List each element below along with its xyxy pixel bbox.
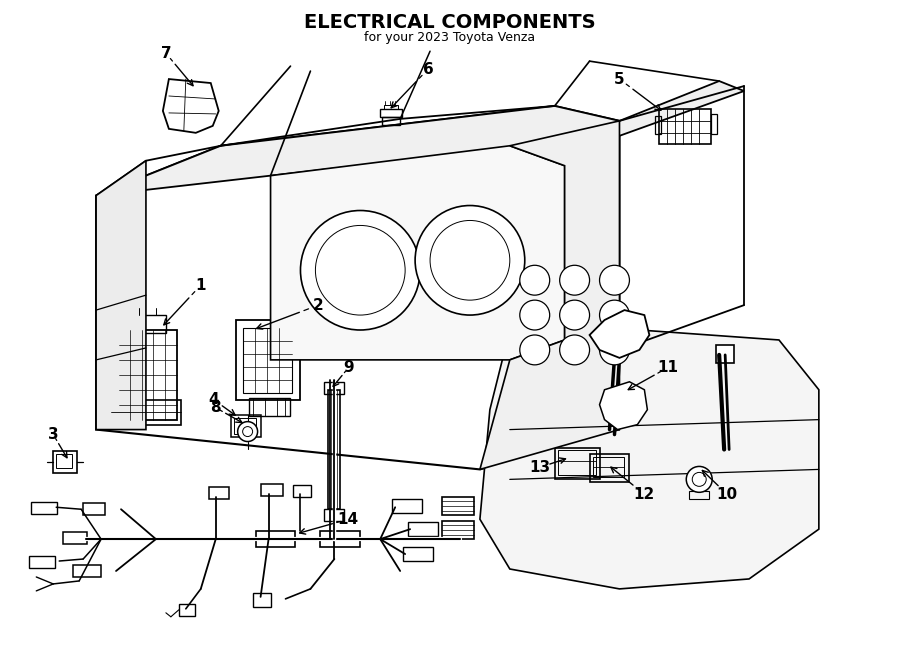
Polygon shape: [480, 121, 619, 469]
Circle shape: [560, 265, 590, 295]
Text: 1: 1: [195, 278, 206, 293]
Polygon shape: [96, 106, 619, 469]
Bar: [382, 117, 400, 125]
Text: 10: 10: [716, 486, 738, 502]
Text: 4: 4: [209, 392, 219, 407]
Bar: [30, 556, 55, 568]
Bar: [32, 502, 58, 514]
Bar: [63, 532, 87, 544]
Bar: [442, 497, 474, 515]
Bar: [179, 604, 194, 616]
Bar: [293, 485, 311, 497]
Circle shape: [560, 300, 590, 330]
Circle shape: [520, 335, 550, 365]
Circle shape: [687, 467, 712, 492]
Circle shape: [238, 422, 257, 442]
Bar: [209, 487, 229, 499]
Bar: [442, 521, 474, 539]
Bar: [324, 509, 345, 521]
Bar: [253, 593, 271, 607]
Polygon shape: [590, 310, 650, 358]
Bar: [111, 400, 181, 424]
Text: 3: 3: [48, 427, 58, 442]
Polygon shape: [96, 161, 146, 430]
Bar: [558, 451, 596, 475]
Text: 7: 7: [160, 46, 171, 61]
Text: 2: 2: [313, 297, 324, 313]
Circle shape: [599, 300, 629, 330]
Text: 13: 13: [529, 460, 550, 475]
Circle shape: [560, 335, 590, 365]
Polygon shape: [163, 79, 219, 133]
Text: 12: 12: [634, 486, 655, 502]
Bar: [716, 345, 734, 363]
Bar: [73, 565, 101, 577]
Text: for your 2023 Toyota Venza: for your 2023 Toyota Venza: [364, 31, 536, 44]
Bar: [384, 105, 398, 109]
Bar: [324, 382, 345, 394]
Polygon shape: [96, 81, 744, 196]
Circle shape: [599, 335, 629, 365]
Circle shape: [415, 206, 525, 315]
Bar: [554, 447, 599, 479]
Bar: [689, 491, 709, 499]
Polygon shape: [599, 382, 647, 430]
Bar: [131, 315, 166, 333]
Polygon shape: [271, 146, 564, 360]
Text: 6: 6: [423, 61, 434, 77]
Bar: [243, 328, 292, 393]
Text: 11: 11: [657, 360, 678, 375]
Bar: [655, 116, 661, 134]
Bar: [328, 390, 340, 509]
Polygon shape: [480, 320, 819, 589]
Circle shape: [599, 265, 629, 295]
Bar: [53, 451, 77, 473]
Bar: [711, 114, 717, 134]
Bar: [320, 531, 360, 547]
Bar: [236, 320, 301, 400]
Text: 5: 5: [614, 71, 625, 87]
Circle shape: [520, 265, 550, 295]
Bar: [331, 390, 338, 509]
Bar: [234, 418, 256, 434]
Bar: [380, 109, 402, 117]
Text: 14: 14: [338, 512, 359, 527]
Bar: [520, 171, 605, 235]
Text: 9: 9: [343, 360, 354, 375]
Circle shape: [301, 210, 420, 330]
Bar: [408, 522, 438, 536]
Bar: [230, 414, 261, 436]
Text: 8: 8: [211, 400, 221, 415]
Bar: [660, 109, 711, 144]
Bar: [56, 455, 72, 469]
Bar: [392, 499, 422, 513]
Bar: [590, 455, 629, 483]
Bar: [83, 503, 105, 515]
Bar: [256, 531, 295, 547]
Bar: [119, 330, 176, 420]
Circle shape: [520, 300, 550, 330]
Bar: [592, 457, 625, 477]
Text: ELECTRICAL COMPONENTS: ELECTRICAL COMPONENTS: [304, 13, 596, 32]
Bar: [261, 485, 283, 496]
Bar: [403, 547, 433, 561]
Bar: [248, 398, 291, 416]
